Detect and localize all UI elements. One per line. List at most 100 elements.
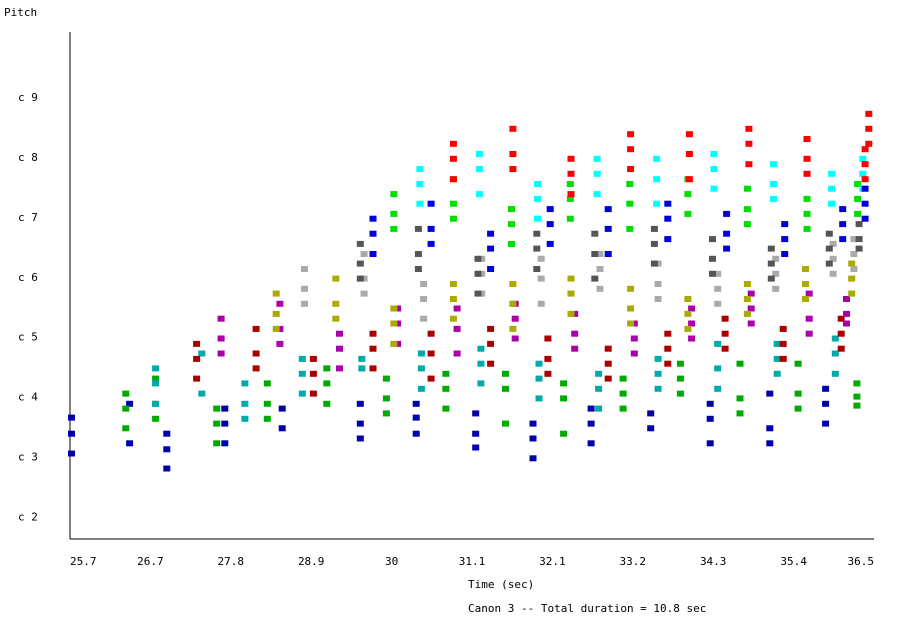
note-mark bbox=[420, 315, 428, 322]
note-mark bbox=[837, 315, 845, 322]
note-mark bbox=[567, 191, 575, 198]
note-mark bbox=[664, 215, 672, 222]
note-mark bbox=[596, 266, 604, 272]
note-mark bbox=[745, 161, 753, 168]
x-tick-label: 34.3 bbox=[700, 555, 727, 568]
note-mark bbox=[619, 375, 627, 382]
note-mark bbox=[626, 200, 634, 207]
note-mark bbox=[126, 440, 134, 447]
note-mark bbox=[394, 305, 402, 312]
note-mark bbox=[714, 365, 722, 372]
note-mark bbox=[684, 191, 692, 198]
note-mark bbox=[152, 365, 160, 372]
note-mark bbox=[596, 251, 604, 257]
note-mark bbox=[803, 195, 811, 202]
note-mark bbox=[855, 245, 863, 252]
note-mark bbox=[595, 385, 603, 392]
note-mark bbox=[509, 151, 517, 157]
y-tick-label: c 2 bbox=[18, 510, 38, 523]
note-mark bbox=[301, 285, 308, 292]
x-tick-label: 27.8 bbox=[218, 555, 245, 568]
note-mark bbox=[593, 191, 601, 198]
note-mark bbox=[198, 350, 206, 357]
note-mark bbox=[487, 230, 495, 237]
note-mark bbox=[474, 290, 482, 297]
note-mark bbox=[369, 230, 377, 237]
note-mark bbox=[587, 420, 595, 427]
note-mark bbox=[252, 325, 260, 332]
note-mark bbox=[68, 450, 75, 457]
note-mark bbox=[747, 305, 755, 312]
note-mark bbox=[152, 415, 160, 422]
note-mark bbox=[560, 380, 568, 387]
note-mark bbox=[477, 345, 485, 352]
y-tick-label: c 7 bbox=[18, 211, 38, 224]
note-mark bbox=[767, 245, 775, 252]
note-mark bbox=[855, 236, 863, 243]
note-mark bbox=[855, 221, 863, 228]
note-mark bbox=[309, 390, 317, 397]
note-mark bbox=[736, 360, 744, 367]
note-mark bbox=[534, 181, 541, 187]
note-mark bbox=[688, 305, 696, 312]
note-mark bbox=[453, 350, 461, 357]
note-mark bbox=[850, 236, 858, 243]
note-mark bbox=[714, 270, 722, 277]
note-mark bbox=[241, 415, 249, 422]
note-mark bbox=[472, 430, 480, 437]
note-mark bbox=[626, 181, 634, 187]
note-mark bbox=[356, 260, 364, 267]
note-mark bbox=[544, 335, 552, 342]
note-mark bbox=[837, 345, 845, 352]
note-mark bbox=[390, 340, 398, 347]
note-mark bbox=[664, 236, 672, 243]
note-mark bbox=[535, 360, 543, 367]
note-mark bbox=[508, 206, 515, 213]
note-mark bbox=[802, 281, 809, 287]
note-mark bbox=[843, 320, 850, 327]
note-mark bbox=[595, 405, 603, 412]
note-mark bbox=[571, 330, 579, 337]
note-mark bbox=[263, 380, 271, 387]
note-mark bbox=[546, 206, 554, 213]
note-mark bbox=[332, 275, 340, 282]
note-mark bbox=[427, 200, 435, 207]
note-mark bbox=[684, 296, 692, 302]
note-mark bbox=[416, 181, 424, 187]
note-mark bbox=[272, 325, 280, 332]
x-tick-label: 33.2 bbox=[620, 555, 647, 568]
note-mark bbox=[487, 325, 495, 332]
note-mark bbox=[276, 325, 284, 332]
note-mark bbox=[567, 290, 575, 297]
note-mark bbox=[859, 170, 867, 177]
note-mark bbox=[453, 325, 461, 332]
note-mark bbox=[221, 405, 229, 412]
note-mark bbox=[709, 255, 716, 262]
note-mark bbox=[533, 245, 541, 252]
note-mark bbox=[122, 425, 130, 432]
x-tick-label: 30 bbox=[385, 555, 398, 568]
note-mark bbox=[567, 275, 575, 282]
note-mark bbox=[828, 185, 836, 192]
note-mark bbox=[323, 380, 331, 387]
note-mark bbox=[653, 176, 661, 183]
note-mark bbox=[241, 400, 249, 407]
note-mark bbox=[427, 240, 435, 247]
note-mark bbox=[676, 390, 684, 397]
note-mark bbox=[272, 310, 280, 317]
note-mark bbox=[217, 315, 225, 322]
note-mark bbox=[420, 281, 428, 287]
note-mark bbox=[839, 221, 847, 228]
note-mark bbox=[843, 296, 850, 302]
note-mark bbox=[263, 415, 271, 422]
note-mark bbox=[593, 155, 601, 162]
x-tick-label: 28.9 bbox=[298, 555, 325, 568]
note-mark bbox=[163, 430, 171, 437]
note-mark bbox=[627, 320, 635, 327]
note-mark bbox=[163, 465, 171, 472]
note-marks bbox=[68, 110, 873, 472]
y-tick-labels: c 2 c 3 c 4 c 5 c 6 c 7 c 8 c 9 bbox=[18, 91, 38, 523]
note-mark bbox=[382, 395, 390, 402]
note-mark bbox=[664, 330, 672, 337]
note-mark bbox=[298, 355, 306, 362]
